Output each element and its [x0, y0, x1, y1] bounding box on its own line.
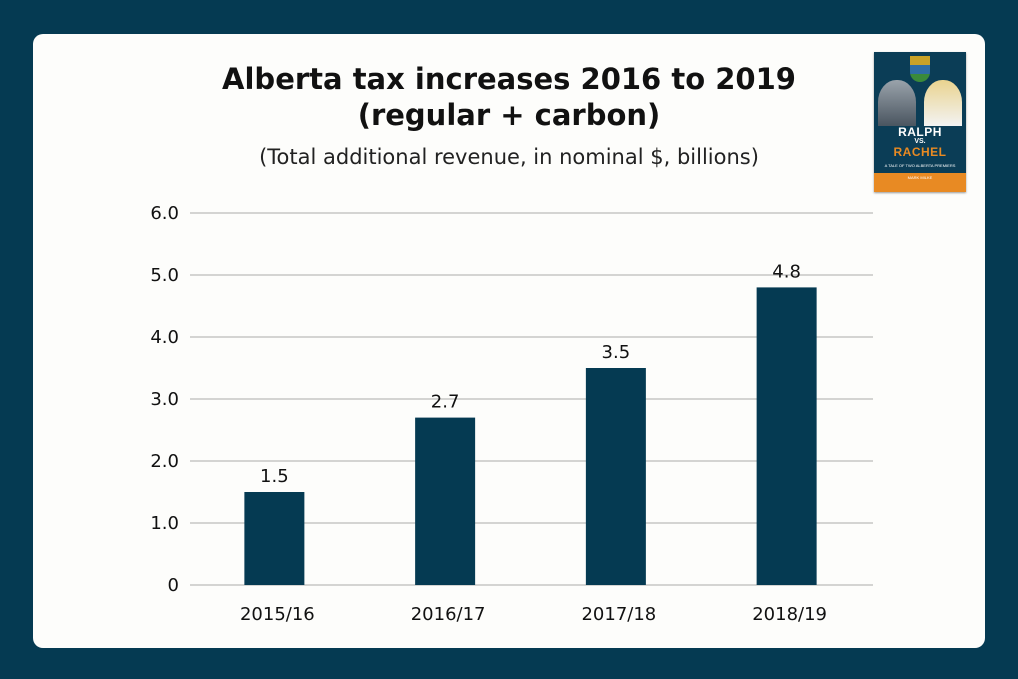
x-category-label: 2018/19	[752, 604, 827, 625]
y-tick-label: 0	[168, 575, 179, 596]
data-label: 2.7	[431, 392, 460, 413]
data-label: 3.5	[602, 342, 631, 363]
y-tick-label: 5.0	[150, 265, 179, 286]
chart-subtitle: (Total additional revenue, in nominal $,…	[259, 145, 759, 169]
bar	[415, 417, 476, 585]
portrait-ralph	[878, 80, 916, 126]
chart-title-line2: (regular + carbon)	[357, 98, 661, 132]
chart-title: Alberta tax increases 2016 to 2019	[222, 62, 796, 96]
portrait-rachel	[924, 80, 962, 126]
y-tick-label: 4.0	[150, 327, 179, 348]
book-title-bottom: RACHEL	[893, 145, 947, 159]
x-category-label: 2017/18	[581, 604, 656, 625]
bar	[585, 368, 646, 585]
book-title-top: RALPH	[898, 125, 942, 139]
chart-card: Alberta tax increases 2016 to 2019 (regu…	[33, 34, 985, 648]
y-tick-label: 3.0	[150, 389, 179, 410]
bar	[756, 287, 817, 585]
book-author: MARK MILKE	[907, 175, 933, 180]
x-category-label: 2015/16	[240, 604, 315, 625]
y-tick-label: 1.0	[150, 513, 179, 534]
bar-chart: 0 1.0 2.0 3.0 4.0 5.0 6.0 1.5 2015/16 2.7 2016/17 3…	[150, 203, 873, 625]
x-category-label: 2016/17	[411, 604, 486, 625]
book-author-band	[874, 173, 966, 192]
data-label: 1.5	[260, 466, 289, 487]
book-title-mid: VS.	[914, 138, 926, 145]
bar	[244, 492, 305, 585]
y-tick-label: 2.0	[150, 451, 179, 472]
book-tagline: A TALE OF TWO ALBERTA PREMIERS	[884, 163, 956, 168]
alberta-crest-icon	[910, 56, 930, 82]
y-tick-label: 6.0	[150, 203, 179, 224]
book-cover-image: RALPH VS. RACHEL A TALE OF TWO ALBERTA P…	[874, 52, 966, 192]
data-label: 4.8	[772, 261, 801, 282]
